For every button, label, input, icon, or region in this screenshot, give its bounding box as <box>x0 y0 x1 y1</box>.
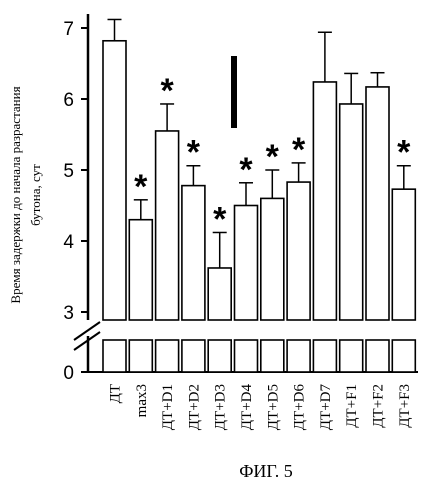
bar <box>156 131 179 320</box>
category-label: max3 <box>134 384 150 417</box>
bar <box>235 206 258 321</box>
category-label: ДТ+D6 <box>292 384 308 431</box>
y-axis-label-line: Время задержки до начала разрастания <box>8 86 23 303</box>
y-axis-ticks: 0 3 4 5 6 7 <box>63 19 88 384</box>
category-label: ДТ+D1 <box>160 384 176 430</box>
figure-caption: ФИГ. 5 <box>239 461 293 481</box>
bar <box>208 268 231 320</box>
category-label: ДТ+F3 <box>397 384 413 428</box>
bar <box>287 182 310 320</box>
bar <box>392 189 415 320</box>
significance-star: * <box>187 134 201 172</box>
legend-marker <box>231 56 237 128</box>
y-tick-label: 4 <box>63 232 74 253</box>
bar <box>261 198 284 320</box>
significance-star: * <box>266 138 280 176</box>
bar <box>313 82 336 320</box>
bar-stub <box>287 340 310 372</box>
bar-stub <box>208 340 231 372</box>
bar-stub <box>366 340 389 372</box>
y-axis-label-line: бутона, сут <box>28 164 43 226</box>
y-tick-label: 7 <box>63 19 74 40</box>
category-label: ДТ+D7 <box>318 384 334 431</box>
bar-stub <box>103 340 126 372</box>
y-tick-label: 0 <box>63 363 74 384</box>
bar-stub <box>235 340 258 372</box>
bar-stub <box>313 340 336 372</box>
category-label: ДТ+D3 <box>213 384 229 430</box>
bar-stub <box>392 340 415 372</box>
y-tick-label: 6 <box>63 90 74 111</box>
bar <box>103 41 126 320</box>
bar-stub <box>156 340 179 372</box>
significance-star: * <box>292 131 306 169</box>
bar <box>182 186 205 320</box>
bar-series <box>103 41 415 372</box>
significance-star: * <box>134 168 148 206</box>
y-tick-label: 3 <box>63 303 74 324</box>
bar-stub <box>129 340 152 372</box>
bar-stub <box>182 340 205 372</box>
significance-star: * <box>160 72 174 110</box>
y-tick-label: 5 <box>63 161 74 182</box>
x-axis-labels: ДТ max3 ДТ+D1 ДТ+D2 ДТ+D3 ДТ+D4 ДТ+D5 ДТ+D6 ДТ+D… <box>108 384 413 431</box>
bar <box>366 87 389 320</box>
bar <box>129 220 152 320</box>
bar-stub <box>340 340 363 372</box>
significance-star: * <box>213 200 227 238</box>
category-label: ДТ+F2 <box>371 384 387 428</box>
category-label: ДТ+D4 <box>239 384 255 431</box>
bar-stub <box>261 340 284 372</box>
y-axis-label: Время задержки до начала разрастания буто… <box>8 86 43 303</box>
category-label: ДТ <box>108 384 124 403</box>
category-label: ДТ+D5 <box>265 384 281 430</box>
category-label: ДТ+F1 <box>344 384 360 428</box>
significance-star: * <box>239 151 253 189</box>
bar <box>340 104 363 320</box>
category-label: ДТ+D2 <box>186 384 202 430</box>
significance-star: * <box>397 134 411 172</box>
